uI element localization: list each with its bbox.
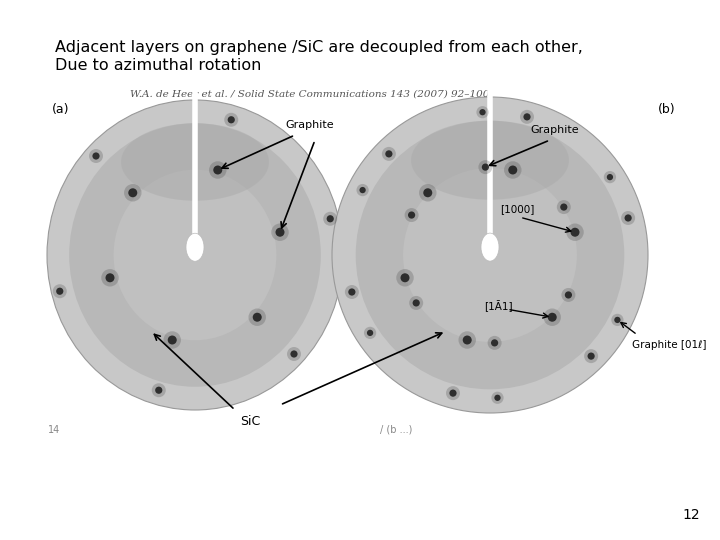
Ellipse shape [520,110,534,124]
Ellipse shape [121,123,269,201]
Text: [1Ā1]: [1Ā1] [485,300,513,312]
Ellipse shape [114,170,276,340]
Ellipse shape [413,299,420,307]
Text: / (b ...): / (b ...) [380,425,413,435]
Ellipse shape [408,212,415,219]
Ellipse shape [491,392,503,404]
Ellipse shape [423,188,432,197]
Ellipse shape [248,308,266,326]
Ellipse shape [487,336,502,350]
Ellipse shape [102,269,119,287]
Ellipse shape [287,347,301,361]
Ellipse shape [560,204,567,211]
Ellipse shape [508,165,517,174]
Ellipse shape [385,150,392,158]
Ellipse shape [459,331,476,349]
Ellipse shape [53,284,67,298]
Ellipse shape [345,285,359,299]
Text: Graphite [01ℓ]: Graphite [01ℓ] [632,340,707,350]
Ellipse shape [477,106,489,118]
Ellipse shape [463,335,472,345]
Ellipse shape [624,214,631,221]
Ellipse shape [382,147,396,161]
Ellipse shape [276,228,284,237]
Ellipse shape [409,296,423,310]
Ellipse shape [557,200,571,214]
Ellipse shape [89,149,103,163]
Ellipse shape [156,387,163,394]
Text: 14: 14 [48,425,60,435]
Ellipse shape [523,113,531,120]
Ellipse shape [124,184,142,201]
Ellipse shape [544,308,561,326]
Ellipse shape [411,121,569,200]
Text: 12: 12 [683,508,700,522]
Ellipse shape [562,288,575,302]
Ellipse shape [607,174,613,180]
Ellipse shape [186,233,204,261]
Ellipse shape [213,165,222,174]
Ellipse shape [323,212,337,226]
Ellipse shape [481,233,499,261]
Ellipse shape [163,331,181,349]
Ellipse shape [482,164,489,171]
Ellipse shape [69,123,321,387]
Ellipse shape [419,184,436,201]
Ellipse shape [356,121,624,389]
Ellipse shape [332,97,648,413]
Ellipse shape [491,339,498,347]
Ellipse shape [168,335,176,345]
Ellipse shape [253,313,262,322]
Ellipse shape [584,349,598,363]
Ellipse shape [56,288,63,295]
Text: W.A. de Heer et al. / Solid State Communications 143 (2007) 92–100: W.A. de Heer et al. / Solid State Commun… [130,90,490,99]
Ellipse shape [348,288,356,295]
Ellipse shape [152,383,166,397]
Ellipse shape [621,211,635,225]
Ellipse shape [604,171,616,183]
Ellipse shape [449,389,456,397]
Ellipse shape [224,113,238,127]
Ellipse shape [566,224,584,241]
Text: (a): (a) [52,104,70,117]
Text: [1000]: [1000] [500,204,534,214]
Ellipse shape [364,327,376,339]
Ellipse shape [359,187,366,193]
Ellipse shape [588,353,595,360]
Ellipse shape [495,395,500,401]
Ellipse shape [290,350,297,357]
Text: Graphite: Graphite [286,120,334,130]
Text: (b): (b) [658,104,675,117]
Ellipse shape [47,100,343,410]
Text: Graphite: Graphite [531,125,580,135]
Ellipse shape [356,184,369,196]
Ellipse shape [564,292,572,299]
Ellipse shape [478,160,492,174]
Ellipse shape [446,386,460,400]
Ellipse shape [400,273,410,282]
Ellipse shape [504,161,521,179]
Ellipse shape [548,313,557,322]
Text: Due to azimuthal rotation: Due to azimuthal rotation [55,58,261,73]
Ellipse shape [614,317,621,323]
Ellipse shape [403,168,577,342]
Ellipse shape [209,161,227,179]
Text: SiC: SiC [240,415,260,428]
Ellipse shape [271,224,289,241]
Ellipse shape [405,208,418,222]
Ellipse shape [611,314,624,326]
Ellipse shape [327,215,334,222]
Text: Adjacent layers on graphene /SiC are decoupled from each other,: Adjacent layers on graphene /SiC are dec… [55,40,583,55]
Ellipse shape [367,330,373,336]
Ellipse shape [480,109,486,116]
Ellipse shape [106,273,114,282]
Ellipse shape [92,152,99,160]
Ellipse shape [228,116,235,123]
Ellipse shape [128,188,138,197]
Ellipse shape [396,269,414,287]
Ellipse shape [570,228,580,237]
